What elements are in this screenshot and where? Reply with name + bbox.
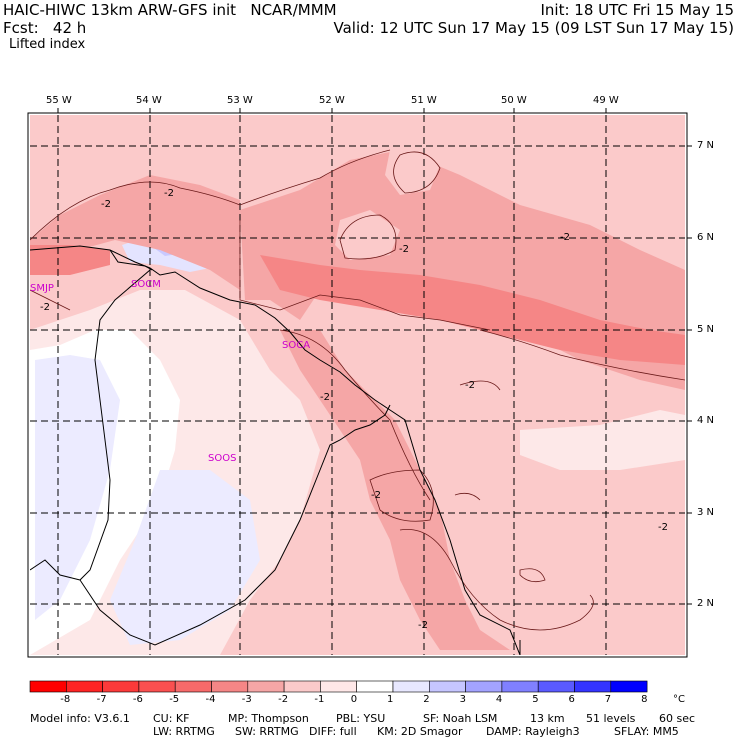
contour-label: -2: [418, 620, 428, 631]
shortwave-scheme: SW: RRTMG: [235, 725, 299, 738]
damping-option: DAMP: Rayleigh3: [486, 725, 580, 738]
forecast-hour: Fcst: 42 h: [3, 19, 87, 37]
li-fill-ocean-calm: [335, 210, 400, 260]
km-option: KM: 2D Smagor: [377, 725, 463, 738]
station-label: SOCA: [282, 340, 311, 351]
colorbar-tick-label: -5: [169, 694, 180, 705]
colorbar-tick-label: 0: [350, 694, 358, 705]
cumulus-scheme: CU: KF: [153, 712, 190, 725]
colorbar-tick-label: -3: [241, 694, 252, 705]
contour-label: -2: [40, 302, 50, 313]
colorbar-tick-label: -1: [314, 694, 325, 705]
contour-label: -2: [164, 188, 174, 199]
valid-time: Valid: 12 UTC Sun 17 May 15 (09 LST Sun …: [333, 19, 734, 37]
contour-label: -2: [371, 490, 381, 501]
contour-label: -2: [101, 199, 111, 210]
vertical-levels: 51 levels: [586, 712, 636, 725]
lon-label: 53 W: [227, 95, 253, 106]
lat-label: 4 N: [697, 415, 715, 426]
contour-lines: [30, 149, 685, 631]
station-label: SOCM: [131, 279, 161, 290]
colorbar-tick-label: -7: [96, 694, 107, 705]
colorbar-tick-label: -6: [132, 694, 143, 705]
lon-label: 55 W: [46, 95, 72, 106]
lon-label: 51 W: [411, 95, 437, 106]
lat-label: 7 N: [697, 140, 715, 151]
surface-scheme: SF: Noah LSM: [423, 712, 498, 725]
lat-label: 2 N: [697, 598, 715, 609]
station-label: SOOS: [208, 453, 237, 464]
init-time: Init: 18 UTC Fri 15 May 15: [540, 1, 734, 19]
contour-label: -2: [560, 232, 570, 243]
colorbar-tick-label: -8: [60, 694, 71, 705]
station-label: SMJP: [30, 283, 54, 294]
li-fill-coast: [280, 330, 510, 650]
li-fill-east: [520, 410, 685, 470]
microphysics-scheme: MP: Thompson: [228, 712, 309, 725]
li-fill-ocean-calm-2: [385, 145, 440, 195]
li-fill-ocean-3: [260, 255, 685, 365]
colorbar-tick-label: 6: [568, 694, 575, 705]
colorbar-tick-label: 7: [604, 694, 612, 705]
lon-label: 50 W: [501, 95, 527, 106]
plot-title: HAIC-HIWC 13km ARW-GFS init NCAR/MMM: [3, 1, 337, 19]
field-name: Lifted index: [9, 37, 86, 52]
diffusion-option: DIFF: full: [309, 725, 357, 738]
lon-label: 54 W: [136, 95, 162, 106]
colorbar-tick-label: 8: [641, 694, 648, 705]
model-version: Model info: V3.6.1: [30, 712, 130, 725]
axis-ticks: [57, 108, 692, 605]
li-fill-ocean-1: [30, 175, 240, 290]
contour-label: -2: [320, 392, 330, 403]
pbl-scheme: PBL: YSU: [336, 712, 386, 725]
colorbar-tick-label: 1: [387, 694, 394, 705]
lon-label: 49 W: [593, 95, 619, 106]
colorbar-tick-label: 3: [459, 694, 466, 705]
boundaries: [30, 245, 521, 655]
lon-label: 52 W: [319, 95, 345, 106]
contour-label: -2: [465, 380, 475, 391]
colorbar-tick-label: 2: [423, 694, 430, 705]
li-fill-positive-2: [110, 470, 260, 645]
li-fill-ocean-4: [30, 245, 110, 275]
colorbar-tick-label: 4: [495, 694, 503, 705]
colorbar-unit: °C: [673, 694, 685, 705]
time-step: 60 sec: [659, 712, 696, 725]
colorbar-tick-label: -2: [278, 694, 289, 705]
contour-label: -2: [658, 522, 668, 533]
lat-label: 5 N: [697, 324, 715, 335]
graticule: [30, 115, 685, 655]
lat-label: 3 N: [697, 507, 715, 518]
colorbar-tick-label: -4: [205, 694, 216, 705]
lat-label: 6 N: [697, 232, 715, 243]
colorbar-tick-label: 5: [532, 694, 539, 705]
contour-label: -2: [399, 244, 409, 255]
surface-layer-option: SFLAY: MM5: [614, 725, 679, 738]
longwave-scheme: LW: RRTMG: [153, 725, 215, 738]
grid-resolution: 13 km: [530, 712, 565, 725]
